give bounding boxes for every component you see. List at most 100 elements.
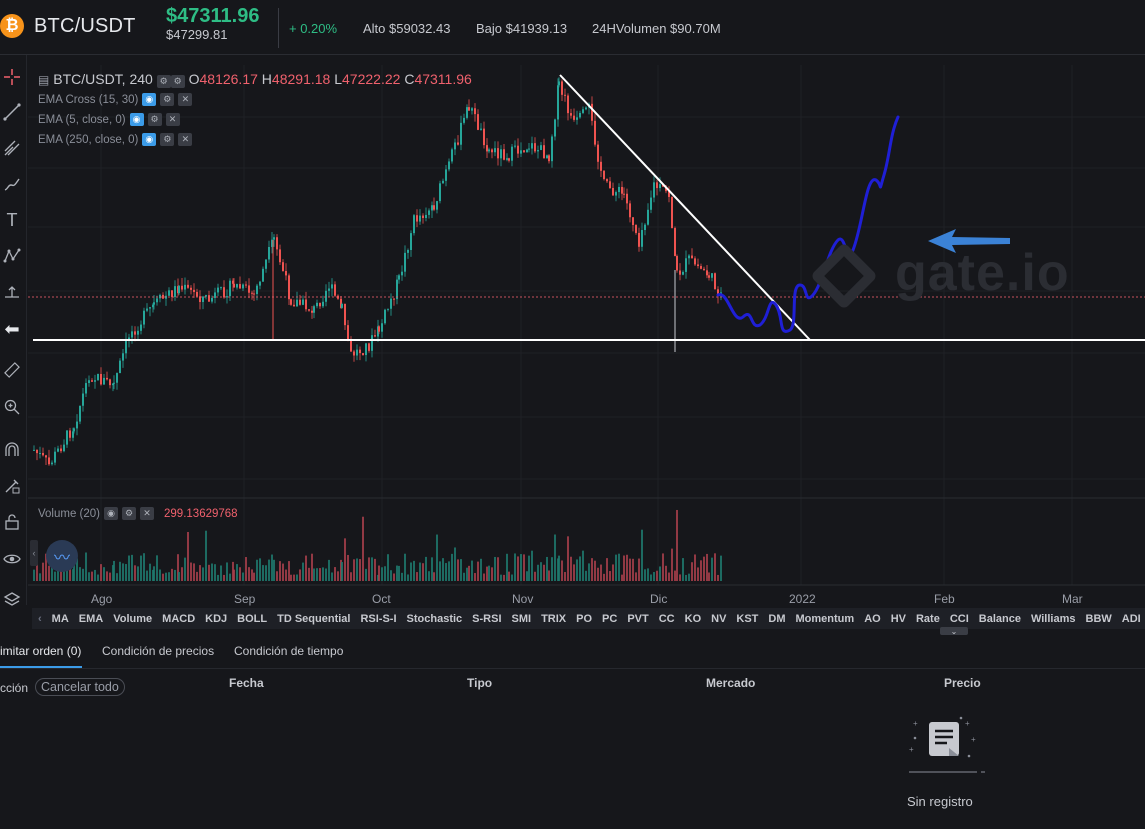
- eye-icon[interactable]: ◉: [142, 93, 157, 106]
- lock-icon[interactable]: [2, 512, 22, 532]
- indicator-item[interactable]: AO: [864, 612, 881, 625]
- indicator-item[interactable]: PVT: [627, 612, 649, 625]
- settings-icon[interactable]: ⚙: [160, 133, 175, 146]
- indicator-item[interactable]: RSI-S-I: [360, 612, 397, 625]
- price-chart[interactable]: [28, 55, 1145, 608]
- pitchfork-icon[interactable]: [2, 138, 22, 158]
- pair-title[interactable]: BTC/USDT: [34, 15, 136, 37]
- volume-bar: [79, 567, 81, 581]
- indicator-item[interactable]: BBW: [1085, 612, 1112, 625]
- indicator-item[interactable]: Stochastic: [406, 612, 463, 625]
- settings-icon[interactable]: ⚙: [156, 75, 171, 88]
- tab-price-condition[interactable]: Condición de precios: [102, 644, 215, 658]
- text-icon[interactable]: T: [6, 209, 18, 230]
- eye-icon[interactable]: ◉: [129, 113, 144, 126]
- ruler-icon[interactable]: [2, 360, 22, 380]
- indicator-item[interactable]: Balance: [978, 612, 1021, 625]
- zoom-in-icon[interactable]: [2, 397, 22, 417]
- brush-icon[interactable]: [2, 174, 22, 194]
- volume-bar: [621, 574, 623, 581]
- volume-bar: [122, 563, 124, 581]
- eye-icon[interactable]: ◉: [142, 133, 157, 146]
- tab-limit-orders[interactable]: imitar orden (0): [0, 644, 82, 658]
- indicator-item[interactable]: SMI: [511, 612, 532, 625]
- settings-icon[interactable]: ⚙: [160, 93, 175, 106]
- volume-bar: [268, 559, 270, 581]
- scroll-left-icon[interactable]: ‹: [38, 612, 42, 625]
- volume-bar: [534, 571, 536, 581]
- indicator-item[interactable]: Williams: [1030, 612, 1076, 625]
- volume-bar: [328, 559, 330, 581]
- trendline-icon[interactable]: [2, 102, 22, 122]
- indicator-item[interactable]: Rate: [915, 612, 940, 625]
- indicator-item[interactable]: NV: [711, 612, 727, 625]
- layers-icon[interactable]: [2, 590, 22, 610]
- indicator-item[interactable]: ADI: [1121, 612, 1141, 625]
- volume-bar: [419, 562, 421, 581]
- close-icon[interactable]: ✕: [140, 507, 155, 520]
- tab-time-condition[interactable]: Condición de tiempo: [234, 644, 344, 658]
- candle: [520, 150, 522, 154]
- indicator-item[interactable]: TRIX: [541, 612, 567, 625]
- candle: [638, 232, 640, 247]
- volume-bar: [181, 567, 183, 581]
- indicator-item[interactable]: CC: [658, 612, 675, 625]
- column-date: Fecha: [229, 676, 264, 690]
- open-value: 48126.17: [199, 71, 258, 87]
- volume-bar: [679, 574, 681, 581]
- indicator-item[interactable]: CCI: [949, 612, 969, 625]
- back-arrow-icon[interactable]: ⬅: [4, 318, 20, 339]
- indicator-item[interactable]: KO: [684, 612, 702, 625]
- settings-icon[interactable]: ⚙: [147, 113, 162, 126]
- indicator-item[interactable]: Volume: [113, 612, 153, 625]
- indicator-item[interactable]: KDJ: [205, 612, 228, 625]
- candle: [591, 103, 593, 121]
- indicator-item[interactable]: HV: [890, 612, 906, 625]
- indicator-item[interactable]: PO: [576, 612, 593, 625]
- indicator-item[interactable]: EMA: [78, 612, 104, 625]
- indicator-item[interactable]: BOLL: [237, 612, 268, 625]
- candle: [368, 343, 370, 351]
- candle: [223, 287, 225, 298]
- volume-bar: [319, 568, 321, 581]
- volume-bar: [603, 573, 605, 581]
- close-icon[interactable]: ✕: [165, 113, 180, 126]
- collapse-toolbar-button[interactable]: ‹: [30, 540, 38, 566]
- close-icon[interactable]: ✕: [178, 93, 193, 106]
- magnet-icon[interactable]: [2, 440, 22, 460]
- eye-icon[interactable]: ◉: [104, 507, 119, 520]
- volume-bar: [85, 552, 87, 581]
- volume-bar: [190, 562, 192, 581]
- indicator-item[interactable]: PC: [602, 612, 618, 625]
- measure-icon[interactable]: [2, 283, 22, 303]
- volume-bar: [211, 563, 213, 581]
- candle: [579, 112, 581, 118]
- crosshair-icon[interactable]: [2, 67, 22, 87]
- eye-icon[interactable]: [2, 549, 22, 569]
- expand-panel-icon[interactable]: ⌄: [940, 627, 968, 636]
- candle: [220, 287, 222, 289]
- candle: [33, 449, 35, 451]
- close-icon[interactable]: ✕: [178, 133, 193, 146]
- chart-brand-icon[interactable]: 〰: [46, 540, 78, 572]
- cancel-all-button[interactable]: Cancelar todo: [35, 678, 125, 696]
- menu-icon[interactable]: ▤: [38, 73, 50, 87]
- indicator-item[interactable]: MACD: [162, 612, 196, 625]
- indicator-item[interactable]: Momentum: [795, 612, 855, 625]
- more-icon[interactable]: ⚙: [170, 75, 185, 88]
- volume-bar: [91, 571, 93, 581]
- indicator-item[interactable]: TD Sequential: [277, 612, 351, 625]
- indicator-item[interactable]: MA: [51, 612, 69, 625]
- candle: [344, 303, 346, 326]
- volume-bar: [288, 561, 290, 581]
- chart-canvas[interactable]: [28, 55, 1145, 608]
- indicator-item[interactable]: S-RSI: [472, 612, 502, 625]
- candle: [162, 294, 164, 299]
- settings-icon[interactable]: ⚙: [122, 507, 137, 520]
- volume-bar: [116, 573, 118, 581]
- candle: [66, 430, 68, 445]
- indicator-item[interactable]: KST: [736, 612, 759, 625]
- lock-drawing-icon[interactable]: [2, 476, 22, 496]
- pattern-icon[interactable]: [2, 246, 22, 266]
- indicator-item[interactable]: DM: [768, 612, 786, 625]
